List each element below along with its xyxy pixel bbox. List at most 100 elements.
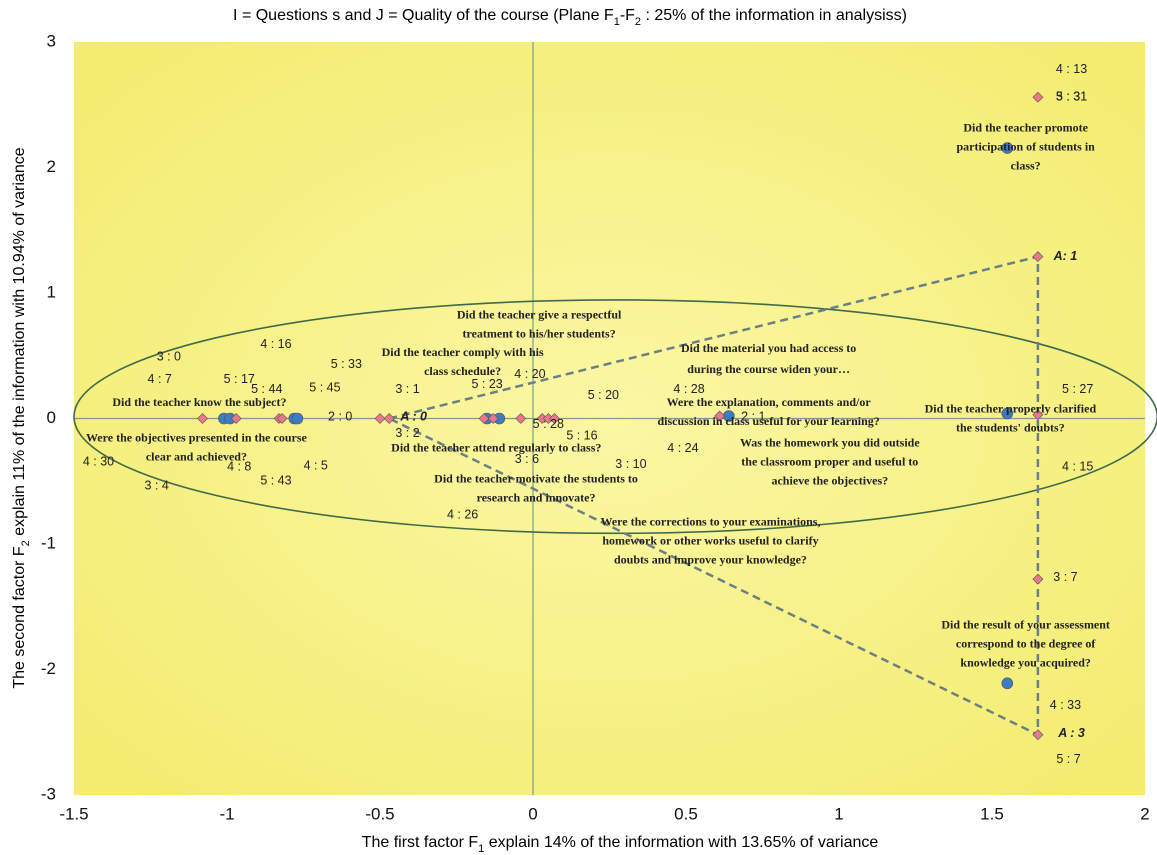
point-label: 4 : 15: [1062, 460, 1093, 474]
point-label: 5 : 44: [251, 382, 282, 396]
point: [548, 413, 560, 424]
point-label: 3 : 6: [515, 452, 539, 466]
point: [1032, 729, 1044, 741]
y-tick-label: -1: [41, 533, 56, 552]
point: [1032, 409, 1044, 421]
y-tick-label: 2: [47, 157, 56, 176]
point-label: 5 : 20: [588, 388, 619, 402]
question-label: doubts and improve your knowledge?: [614, 552, 807, 566]
point-label: 5 : 43: [260, 474, 291, 488]
point-label: 3 : 0: [157, 349, 181, 363]
question-label: Did the teacher attend regularly to clas…: [391, 440, 601, 454]
point-label: A : 0: [399, 410, 427, 424]
question-label: Did the material you had access to: [681, 341, 856, 355]
question-label: Did the teacher comply with his: [382, 345, 544, 359]
point-label: 4 : 28: [673, 382, 704, 396]
question-label: Did the result of your assessment: [941, 617, 1110, 631]
y-axis-label: The second factor F2 explain 11% of the …: [11, 147, 32, 688]
point-label: 5 : 45: [309, 381, 340, 395]
point: [291, 412, 304, 425]
text-part: 2: [20, 540, 32, 546]
question-label: knowledge you acquired?: [960, 655, 1090, 669]
text-part: explain 14% of the information with 13.6…: [484, 834, 878, 851]
point-label: 5 : 17: [224, 372, 255, 386]
point: [1032, 91, 1044, 103]
x-tick-label: 0.5: [674, 804, 698, 823]
text-part: explain 11% of the information with 10.9…: [11, 147, 28, 540]
point-label: 4 : 5: [304, 458, 328, 472]
point: [374, 413, 386, 424]
point-label: 4 : 33: [1050, 698, 1081, 712]
point: [478, 413, 490, 424]
question-label: Were the objectives presented in the cou…: [86, 430, 308, 444]
question-label: Did the teacher motivate the students to: [434, 472, 638, 486]
point: [1001, 407, 1014, 420]
point-label: 3 : 4: [144, 479, 168, 493]
x-tick-label: 2: [1140, 804, 1149, 823]
question-label: during the course widen your…: [687, 362, 850, 376]
point-label: A: 1: [1053, 249, 1078, 263]
question-label: Were the explanation, comments and/or: [667, 395, 872, 409]
question-label: class?: [1011, 158, 1041, 172]
y-tick-label: 3: [47, 31, 56, 50]
question-label: correspond to the degree of: [956, 636, 1097, 650]
point-label: 5 : 33: [331, 357, 362, 371]
x-tick-label: -1.5: [59, 804, 88, 823]
question-label: Was the homework you did outside: [740, 435, 920, 449]
point-label: 4 : 7: [148, 372, 172, 386]
point-label: 3 : 1: [395, 382, 419, 396]
point: [714, 410, 726, 422]
point-label: 4 : 24: [667, 441, 698, 455]
point-label: 5 : 7: [1056, 752, 1080, 766]
y-tick-label: -3: [41, 784, 56, 803]
point-label: 3 : 31: [1056, 90, 1087, 104]
point: [197, 413, 208, 424]
question-label: the students' doubts?: [956, 420, 1065, 434]
point-label: A : 3: [1057, 726, 1085, 740]
question-label: treatment to his/her students?: [463, 326, 616, 340]
chart-title: I = Questions s and J = Quality of the c…: [233, 7, 907, 28]
point-label: 4 : 20: [514, 367, 545, 381]
point: [383, 413, 395, 424]
point: [276, 413, 288, 424]
question-label: clear and achieved?: [146, 449, 247, 463]
question-label: Did the teacher give a respectful: [457, 307, 622, 321]
x-tick-label: 0: [528, 804, 537, 823]
point: [487, 413, 499, 424]
text-part: 2: [635, 16, 641, 28]
text-part: 1: [614, 16, 620, 28]
point-label: 5 : 31: [1056, 90, 1087, 104]
y-tick-label: -2: [41, 659, 56, 678]
point: [1001, 677, 1014, 690]
question-label: Were the corrections to your examination…: [600, 514, 820, 528]
text-part: The second factor F: [11, 546, 28, 689]
question-label: discussion in class useful for your lear…: [657, 414, 879, 428]
point-label: 5 : 27: [1062, 382, 1093, 396]
question-label: class schedule?: [424, 364, 501, 378]
point-label: 4 : 30: [83, 455, 114, 469]
point-label: 2 : 1: [741, 410, 765, 424]
x-axis-label: The first factor F1 explain 14% of the i…: [362, 834, 879, 855]
point: [1032, 251, 1044, 263]
point: [515, 413, 527, 424]
ellipse: [73, 299, 1157, 535]
point: [230, 413, 242, 424]
question-label: research and innovate?: [477, 491, 596, 505]
question-label: Did the teacher promote: [963, 120, 1088, 134]
question-label: achieve the objectives?: [771, 473, 888, 487]
point-label: 2 : 0: [328, 410, 352, 424]
x-tick-label: 1.5: [980, 804, 1004, 823]
point: [1032, 573, 1044, 585]
point-label: 4 : 13: [1056, 62, 1087, 76]
point-label: 5 : 28: [533, 417, 564, 431]
text-part: I = Questions s and J = Quality of the c…: [233, 7, 614, 24]
point-label: 4 : 26: [447, 507, 478, 521]
x-tick-label: -1: [219, 804, 234, 823]
x-tick-label: 1: [834, 804, 843, 823]
point-label: 4 : 8: [227, 460, 251, 474]
point-label: 3 : 2: [395, 426, 419, 440]
y-tick-label: 0: [47, 408, 56, 427]
question-label: participation of students in: [956, 139, 1095, 153]
point-label: 5 : 23: [471, 377, 502, 391]
